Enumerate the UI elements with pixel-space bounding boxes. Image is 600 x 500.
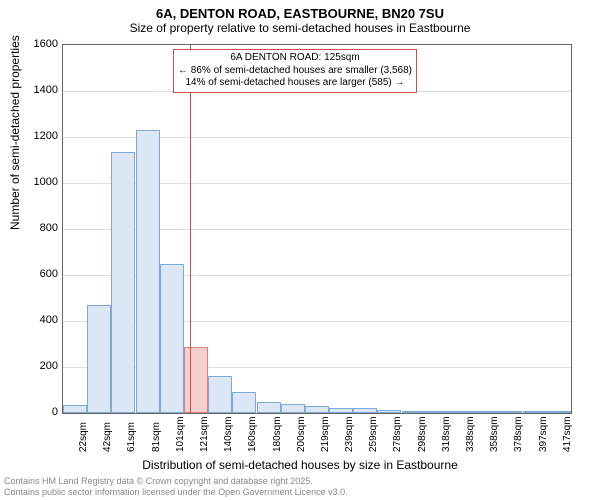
histogram-bar [329,408,353,413]
chart-title: 6A, DENTON ROAD, EASTBOURNE, BN20 7SU [0,0,600,21]
x-tick-label: 200sqm [296,416,307,452]
x-tick-label: 358sqm [489,416,500,452]
x-tick-label: 140sqm [223,416,234,452]
x-tick-label: 378sqm [513,416,524,452]
x-tick-label: 298sqm [417,416,428,452]
x-tick-label: 219sqm [320,416,331,452]
y-tick-label: 400 [18,314,58,326]
chart-subtitle: Size of property relative to semi-detach… [0,21,600,35]
histogram-bar [63,405,87,413]
annotation-line3: 14% of semi-detached houses are larger (… [178,77,412,90]
histogram-bar [232,392,256,413]
annotation-line1: 6A DENTON ROAD: 125sqm [178,52,412,65]
histogram-bar [353,408,377,413]
x-tick-label: 101sqm [175,416,186,452]
histogram-bar [523,411,547,413]
y-tick-label: 1400 [18,84,58,96]
footer-line2: Contains public sector information licen… [4,487,348,498]
histogram-bar [305,406,329,413]
annotation-line2: ← 86% of semi-detached houses are smalle… [178,65,412,78]
footer-line1: Contains HM Land Registry data © Crown c… [4,476,348,487]
x-tick-label: 397sqm [538,416,549,452]
marker-line [190,45,191,413]
y-tick-label: 1200 [18,130,58,142]
x-axis-title: Distribution of semi-detached houses by … [0,458,600,472]
histogram-bar-highlight [184,347,208,413]
y-tick-label: 600 [18,268,58,280]
histogram-bar [426,411,450,413]
x-tick-label: 259sqm [368,416,379,452]
histogram-bar [136,130,160,413]
histogram-bar [450,411,474,413]
histogram-bar [498,411,522,413]
x-tick-label: 239sqm [344,416,355,452]
x-tick-label: 180sqm [272,416,283,452]
histogram-bar [257,402,281,414]
annotation-box: 6A DENTON ROAD: 125sqm ← 86% of semi-det… [173,49,417,93]
y-tick-label: 1600 [18,38,58,50]
histogram-bar [377,410,401,413]
x-tick-label: 61sqm [126,422,137,452]
histogram-bar [281,404,305,413]
x-tick-label: 318sqm [441,416,452,452]
x-tick-label: 160sqm [247,416,258,452]
histogram-bar [87,305,111,413]
histogram-bar [111,152,135,413]
x-tick-label: 121sqm [199,416,210,452]
x-tick-label: 22sqm [78,422,89,452]
x-tick-label: 42sqm [102,422,113,452]
footer-attribution: Contains HM Land Registry data © Crown c… [4,476,348,498]
x-tick-label: 278sqm [392,416,403,452]
y-tick-label: 800 [18,222,58,234]
chart-container: 6A, DENTON ROAD, EASTBOURNE, BN20 7SU Si… [0,0,600,500]
x-tick-label: 81sqm [151,422,162,452]
y-tick-label: 200 [18,360,58,372]
histogram-bar [547,411,571,413]
x-tick-label: 417sqm [562,416,573,452]
histogram-bar [208,376,232,413]
y-tick-label: 1000 [18,176,58,188]
histogram-bar [160,264,184,414]
histogram-bar [474,411,498,413]
plot-area: 6A DENTON ROAD: 125sqm ← 86% of semi-det… [62,44,572,414]
y-tick-label: 0 [18,406,58,418]
x-tick-label: 338sqm [465,416,476,452]
histogram-bar [402,411,426,413]
